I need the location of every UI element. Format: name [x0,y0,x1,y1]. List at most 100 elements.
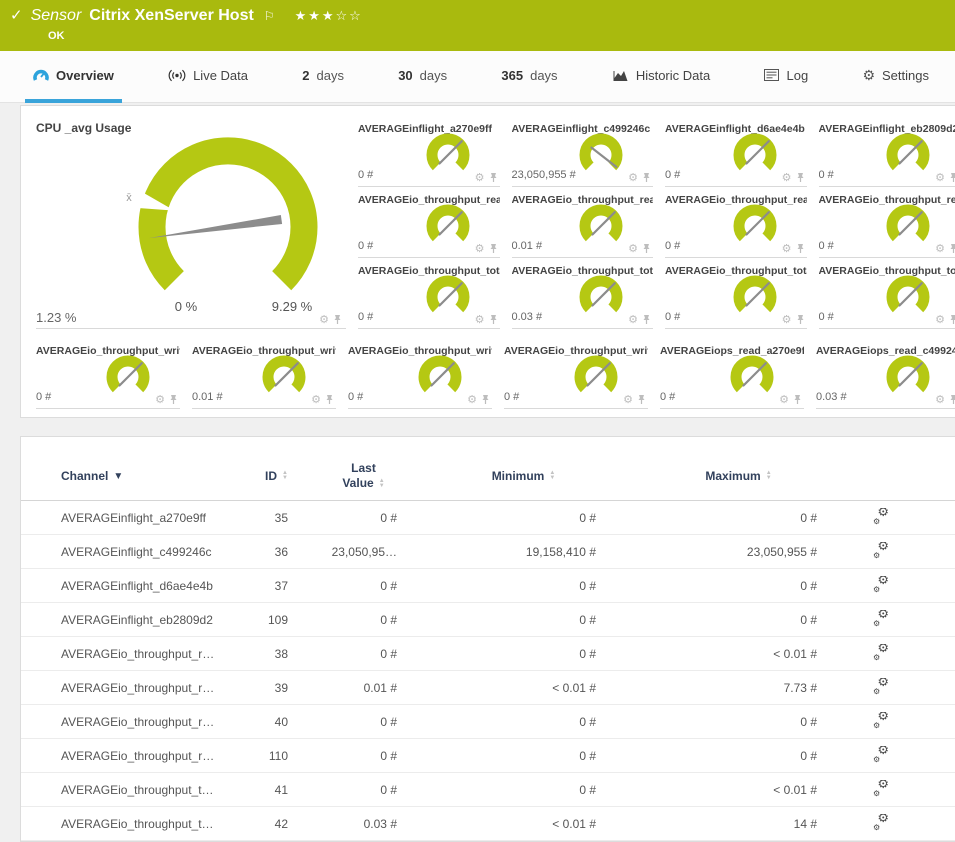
channel-settings-icon[interactable]: ⚙ ⚙ [872,678,890,694]
pin-icon[interactable] [169,394,178,405]
mini-gauge-panel: AVERAGEiops_read_a270e9ff 0 # ⚙ [660,338,804,409]
gear-icon[interactable]: ⚙ [935,315,945,325]
channel-name-link[interactable]: AVERAGEinflight_a270e9ff [61,511,256,525]
mini-gauge-panel: AVERAGEio_throughput_total… 0 # ⚙ [358,258,500,329]
pin-icon[interactable] [949,243,955,254]
pin-icon[interactable] [642,172,651,183]
tab-label: days [420,68,447,83]
tab-label: days [530,68,557,83]
tab-365-days[interactable]: 365 days [493,51,565,103]
gear-icon[interactable]: ⚙ [628,244,638,254]
gear-icon[interactable]: ⚙ [475,173,485,183]
channel-gauge [880,129,936,179]
tab-number: 2 [302,68,309,83]
column-header-last-value[interactable]: Last Value▲▼ [306,461,421,491]
pin-icon[interactable] [481,394,490,405]
channel-name-link[interactable]: AVERAGEinflight_c499246c [61,545,256,559]
gear-icon[interactable]: ⚙ [155,395,165,405]
column-header-maximum[interactable]: Maximum▲▼ [626,469,851,483]
channel-settings-icon[interactable]: ⚙ ⚙ [872,780,890,796]
mini-gauge-grid: AVERAGEinflight_a270e9ff 0 # ⚙ AVERAGEin… [358,116,955,329]
tab-number: 365 [501,68,523,83]
gear-icon[interactable]: ⚙ [935,244,945,254]
channel-name-link[interactable]: AVERAGEinflight_eb2809d2 [61,613,256,627]
channel-settings-icon[interactable]: ⚙ ⚙ [872,576,890,592]
gear-icon: ⚙ [862,68,875,82]
channel-settings-icon[interactable]: ⚙ ⚙ [872,542,890,558]
channel-name-link[interactable]: AVERAGEio_throughput_t… [61,783,256,797]
pin-icon[interactable] [949,394,955,405]
gear-icon[interactable]: ⚙ [935,173,945,183]
tab-log[interactable]: Log [756,51,816,103]
column-header-minimum[interactable]: Minimum▲▼ [421,469,626,483]
channel-minimum: 0 # [421,579,626,593]
channel-maximum: < 0.01 # [626,783,851,797]
pin-icon[interactable] [637,394,646,405]
tab-live-data[interactable]: Live Data [160,51,256,103]
pin-icon[interactable] [489,243,498,254]
channel-name-link[interactable]: AVERAGEio_throughput_t… [61,817,256,831]
gear-icon[interactable]: ⚙ [628,173,638,183]
tab-historic-data[interactable]: Historic Data [604,51,718,103]
channel-minimum: 19,158,410 # [421,545,626,559]
pin-icon[interactable] [489,172,498,183]
pin-icon[interactable] [796,172,805,183]
pin-icon[interactable] [642,243,651,254]
pin-icon[interactable] [949,314,955,325]
gear-icon[interactable]: ⚙ [319,315,329,325]
channel-last-value: 23,050,95… [306,545,421,559]
pin-icon[interactable] [949,172,955,183]
channel-settings-icon[interactable]: ⚙ ⚙ [872,746,890,762]
pin-icon[interactable] [333,314,342,325]
channel-name-link[interactable]: AVERAGEio_throughput_r… [61,681,256,695]
gear-icon[interactable]: ⚙ [782,173,792,183]
channel-gauge [724,351,780,401]
channel-name-link[interactable]: AVERAGEio_throughput_r… [61,749,256,763]
channel-minimum: 0 # [421,613,626,627]
mini-gauge-panel: AVERAGEinflight_d6ae4e4b 0 # ⚙ [665,116,807,187]
channel-settings-icon[interactable]: ⚙ ⚙ [872,814,890,830]
channel-settings-icon[interactable]: ⚙ ⚙ [872,644,890,660]
column-header-channel[interactable]: Channel▼ [61,469,256,483]
tab-label: Historic Data [636,68,710,83]
priority-stars[interactable]: ★★★☆☆ [295,6,363,26]
pin-icon[interactable] [489,314,498,325]
channel-id: 40 [256,715,306,729]
channel-last-value: 0 # [306,579,421,593]
tab-overview[interactable]: Overview [25,51,122,103]
channel-name-link[interactable]: AVERAGEinflight_d6ae4e4b [61,579,256,593]
gear-icon[interactable]: ⚙ [628,315,638,325]
pin-icon[interactable] [642,314,651,325]
gear-icon[interactable]: ⚙ [935,395,945,405]
channel-id: 110 [256,749,306,763]
gauge-icon [33,68,49,82]
gear-icon[interactable]: ⚙ [475,244,485,254]
gear-icon[interactable]: ⚙ [779,395,789,405]
channel-gauge [412,351,468,401]
pin-icon[interactable] [793,394,802,405]
gear-icon[interactable]: ⚙ [782,244,792,254]
tab-2-days[interactable]: 2 days [294,51,352,103]
tab-label: Overview [56,68,114,83]
channel-settings-icon[interactable]: ⚙ ⚙ [872,610,890,626]
gear-icon[interactable]: ⚙ [475,315,485,325]
channel-name-link[interactable]: AVERAGEio_throughput_r… [61,647,256,661]
table-row: AVERAGEinflight_eb2809d2 109 0 # 0 # 0 #… [21,603,955,637]
tab-30-days[interactable]: 30 days [390,51,455,103]
channel-settings-icon[interactable]: ⚙ ⚙ [872,712,890,728]
channel-settings-icon[interactable]: ⚙ ⚙ [872,508,890,524]
tab-settings[interactable]: ⚙ Settings [854,51,937,103]
channel-gauge-value: 0 # [36,391,51,403]
column-header-id[interactable]: ID▲▼ [256,469,306,483]
pin-icon[interactable] [325,394,334,405]
mini-gauge-panel: AVERAGEio_throughput_write… 0 # ⚙ [504,338,648,409]
gear-icon[interactable]: ⚙ [623,395,633,405]
gear-icon[interactable]: ⚙ [782,315,792,325]
table-row: AVERAGEio_throughput_r… 40 0 # 0 # 0 # ⚙… [21,705,955,739]
channel-id: 109 [256,613,306,627]
gear-icon[interactable]: ⚙ [311,395,321,405]
gear-icon[interactable]: ⚙ [467,395,477,405]
channel-name-link[interactable]: AVERAGEio_throughput_r… [61,715,256,729]
pin-icon[interactable] [796,243,805,254]
pin-icon[interactable] [796,314,805,325]
